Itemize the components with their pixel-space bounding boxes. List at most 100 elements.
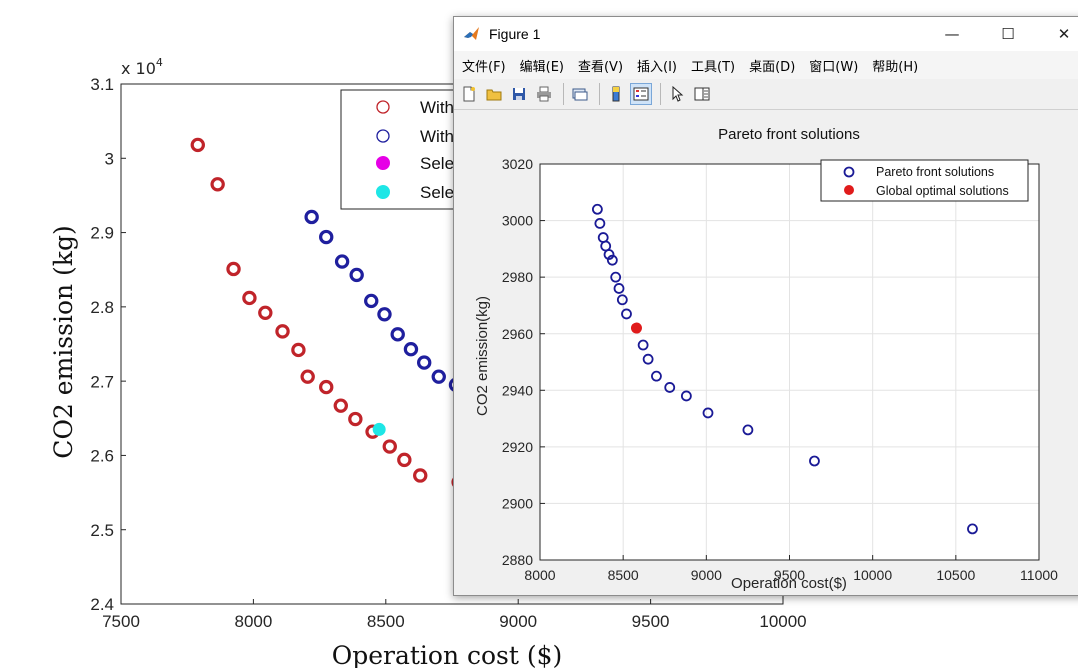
pareto-legend: Pareto front solutions Global optimal so… [820, 159, 1029, 202]
new-file-button[interactable] [458, 83, 480, 105]
menu-bar: 文件(F) 编辑(E) 查看(V) 插入(I) 工具(T) 桌面(D) 窗口(W… [454, 51, 1078, 79]
data-point [319, 229, 334, 245]
print-button[interactable] [533, 83, 555, 105]
figure-toolbar [454, 79, 1078, 110]
legend-marker-blue-open [843, 166, 855, 178]
colorbar-icon [612, 86, 620, 102]
x-tick-label: 9000 [691, 567, 722, 583]
menu-edit[interactable]: 编辑(E) [519, 59, 564, 75]
close-button[interactable]: ✕ [1057, 25, 1071, 43]
pointer-button[interactable] [666, 83, 688, 105]
data-point [300, 369, 315, 384]
data-point [642, 353, 654, 365]
menu-file[interactable]: 文件(F) [462, 59, 506, 75]
y-tick-label: 2920 [502, 439, 533, 455]
matlab-icon [464, 27, 479, 40]
legend-label: Sele [420, 183, 454, 202]
x-tick-label: 9500 [774, 567, 805, 583]
new-file-icon [463, 86, 475, 102]
y-tick-label: 2900 [502, 495, 533, 511]
x-tick-label: 9000 [499, 612, 537, 631]
data-point [680, 390, 692, 402]
data-point [210, 177, 225, 192]
pareto-front-plot: 8000 8500 9000 9500 10000 10500 11000 2880 2900 2… [474, 126, 1058, 592]
data-point [809, 455, 820, 467]
x-tick-label: 9500 [632, 612, 670, 631]
copy-figure-button[interactable] [569, 83, 591, 105]
highlighted-data-point [630, 322, 642, 334]
data-point [637, 339, 649, 351]
property-editor-button[interactable] [691, 83, 713, 105]
legend-label: Sele [420, 154, 454, 173]
data-point [349, 267, 364, 283]
y-tick-label: 2.7 [90, 372, 114, 391]
data-point [603, 249, 615, 260]
print-icon [537, 86, 551, 102]
data-point [431, 369, 446, 384]
pointer-icon [672, 86, 684, 102]
data-point [377, 307, 392, 322]
menu-desktop[interactable]: 桌面(D) [749, 59, 796, 75]
data-point [382, 439, 397, 454]
x-tick-label: 10000 [853, 567, 892, 583]
data-point [364, 293, 379, 309]
data-point [413, 468, 428, 483]
data-point [348, 411, 363, 427]
menu-tools[interactable]: 工具(T) [691, 59, 736, 75]
minimize-button[interactable]: — [944, 25, 960, 43]
save-button[interactable] [508, 83, 530, 105]
open-button[interactable] [483, 83, 505, 105]
data-point [390, 327, 405, 342]
y-axis-label: CO2 emission (kg) [49, 225, 78, 458]
data-point [616, 294, 628, 306]
data-point [621, 308, 632, 320]
data-point [967, 523, 978, 535]
menu-help[interactable]: 帮助(H) [872, 59, 919, 75]
maximize-button[interactable]: ☐ [1001, 25, 1015, 43]
data-point [397, 452, 412, 468]
pareto-x-axis-label: Operation cost($) [731, 575, 847, 592]
y-tick-label: 2880 [502, 552, 533, 568]
legend-icon [633, 87, 649, 101]
x-axis-label: Operation cost ($) [332, 641, 563, 668]
data-point [190, 137, 205, 153]
y-tick-label: 3000 [502, 213, 533, 229]
y-tick-label: 2980 [502, 269, 533, 285]
data-point [226, 261, 241, 277]
figure-canvas: 8000 8500 9000 9500 10000 10500 11000 2880 2900 2… [454, 110, 1078, 595]
data-point [291, 342, 306, 358]
x-tick-label: 7500 [102, 612, 140, 631]
x-tick-label: 8000 [234, 612, 272, 631]
data-point [742, 424, 754, 436]
pareto-y-axis-label: CO2 emission(kg) [474, 296, 491, 416]
y-tick-label: 3.1 [90, 75, 114, 94]
open-folder-icon [486, 89, 502, 101]
legend-label: With [420, 127, 454, 146]
x-tick-label: 8500 [367, 612, 405, 631]
menu-insert[interactable]: 插入(I) [637, 59, 678, 75]
data-point [275, 324, 290, 339]
legend-label: With [420, 98, 454, 117]
property-editor-icon [694, 87, 710, 101]
y-tick-label: 2.4 [90, 595, 114, 614]
x-tick-label: 11000 [1020, 567, 1058, 583]
legend-label: Pareto front solutions [876, 165, 994, 179]
copy-figure-icon [572, 88, 588, 101]
legend-button[interactable] [630, 83, 652, 105]
x-tick-label: 10500 [936, 567, 975, 583]
data-point [334, 254, 350, 269]
y-tick-label: 2.9 [90, 224, 114, 243]
data-point [610, 271, 622, 283]
data-point [591, 203, 603, 215]
legend-marker-cyan-filled [376, 185, 390, 199]
y-tick-label: 3 [105, 149, 114, 168]
menu-window[interactable]: 窗口(W) [809, 59, 859, 75]
y-exponent-label: x 104 [121, 56, 163, 78]
y-tick-label: 2940 [502, 382, 533, 398]
colorbar-button[interactable] [605, 83, 627, 105]
legend-marker-blue-open [376, 129, 390, 143]
window-titlebar[interactable]: Figure 1 — ☐ ✕ [454, 17, 1078, 51]
data-point [319, 379, 334, 395]
figure-window: Figure 1 — ☐ ✕ 文件(F) 编辑(E) 查看(V) 插入(I) 工… [453, 16, 1078, 596]
menu-view[interactable]: 查看(V) [577, 59, 624, 75]
